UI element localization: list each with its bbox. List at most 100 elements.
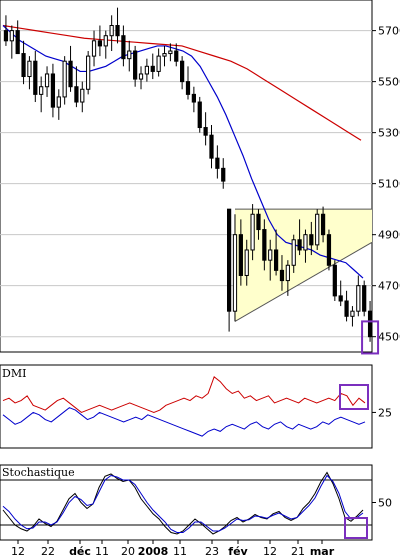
candle-body xyxy=(291,239,296,266)
candle-body xyxy=(209,134,214,159)
candle-body xyxy=(168,50,173,55)
stochastic-highlight-box xyxy=(344,517,368,539)
price-tick-label: 5100 xyxy=(378,178,400,191)
candle-body xyxy=(115,25,120,37)
candle-body xyxy=(27,60,32,78)
candle-body xyxy=(226,208,232,312)
candle-body xyxy=(268,249,273,261)
price-tick-label: 5700 xyxy=(378,25,400,38)
candle-body xyxy=(285,264,290,282)
price-tick-label: 4700 xyxy=(378,280,400,293)
x-tick-label: déc xyxy=(69,545,91,558)
candle-body xyxy=(150,65,155,72)
candle-body xyxy=(338,295,343,302)
candle-body xyxy=(162,53,167,57)
x-tick-label: 12 xyxy=(263,545,277,558)
candle-body xyxy=(9,30,14,42)
candle-body xyxy=(367,310,373,338)
candle-body xyxy=(203,127,208,136)
candle-body xyxy=(33,60,38,95)
stochastic-d-line xyxy=(2,474,364,533)
candle-body xyxy=(356,285,361,312)
candle-body xyxy=(3,30,9,42)
candle-body xyxy=(39,86,44,95)
price-plot-area xyxy=(0,0,373,353)
x-tick-label: 12 xyxy=(11,545,25,558)
x-tick-label: 23 xyxy=(205,545,219,558)
price-tick-label: 5300 xyxy=(378,127,400,140)
candle-body xyxy=(144,65,150,75)
candle-body xyxy=(80,88,85,103)
candle-body xyxy=(303,234,308,251)
candle-body xyxy=(232,234,238,312)
x-tick-label: fév xyxy=(228,545,248,558)
candle-body xyxy=(279,269,285,282)
candle-body xyxy=(238,234,243,276)
candle-body xyxy=(15,30,20,55)
candle-body xyxy=(74,86,79,103)
price-highlight-box xyxy=(361,320,380,355)
stochastic-panel-title: Stochastique xyxy=(2,466,75,479)
x-tick-label: mar xyxy=(310,545,335,558)
candle-body xyxy=(320,213,326,236)
dmi-minus-line xyxy=(2,407,366,437)
x-tick-label: 2008 xyxy=(138,545,169,558)
dmi-plus-line xyxy=(2,376,366,413)
candle-body xyxy=(127,50,132,60)
candle-body xyxy=(56,96,61,108)
candle-body xyxy=(86,55,91,90)
x-tick-label: 21 xyxy=(291,545,305,558)
candle-body xyxy=(103,35,108,47)
candle-body xyxy=(256,213,261,231)
candle-body xyxy=(50,73,56,108)
candle-body xyxy=(362,285,367,312)
candle-body xyxy=(244,249,249,276)
candle-body xyxy=(121,35,126,60)
dmi-panel: 25 DMI xyxy=(0,364,392,449)
candle-body xyxy=(344,300,349,317)
price-panel: 5700 5500 5300 5100 4900 4700 4500 xyxy=(0,0,400,355)
x-tick-label: 11 xyxy=(95,545,109,558)
dmi-plot-area xyxy=(0,364,373,449)
candle-body xyxy=(68,60,73,88)
price-tick-label: 4900 xyxy=(378,229,400,242)
candle-body xyxy=(62,60,67,98)
dmi-panel-title: DMI xyxy=(2,367,26,380)
price-tick-label: 5500 xyxy=(378,76,400,89)
candle-body xyxy=(326,234,332,266)
candle-body xyxy=(350,310,355,317)
candle-body xyxy=(273,249,279,271)
candle-body xyxy=(309,234,314,246)
candle-body xyxy=(21,53,26,78)
price-tick-label: 4500 xyxy=(378,331,400,344)
candle-body xyxy=(44,73,50,88)
candle-body xyxy=(91,40,97,57)
x-tick-label: 22 xyxy=(41,545,55,558)
candle-body xyxy=(297,239,302,251)
candle-body xyxy=(197,101,202,129)
candle-body xyxy=(156,55,161,72)
candle-body xyxy=(97,40,103,47)
candle-body xyxy=(174,50,179,62)
sma-slow-line xyxy=(2,24,362,141)
candle-body xyxy=(315,213,320,246)
x-axis: 12 22 déc 11 20 2008 11 23 fév 12 21 mar xyxy=(11,540,335,558)
candle-body xyxy=(250,213,255,251)
x-tick-label: 20 xyxy=(121,545,135,558)
candle-body xyxy=(221,167,226,182)
candle-body xyxy=(185,81,191,95)
candle-body xyxy=(332,264,337,297)
triangle-pattern-fill xyxy=(234,209,372,322)
candle-body xyxy=(133,50,138,80)
dmi-highlight-box xyxy=(339,384,369,410)
candle-body xyxy=(191,93,196,103)
candle-body xyxy=(262,229,267,261)
candle-body xyxy=(138,73,144,80)
dmi-tick-label: 25 xyxy=(378,406,392,419)
triangle-lower-edge xyxy=(234,241,373,322)
candle-body xyxy=(109,25,114,37)
stochastic-panel: 50 Stochastique xyxy=(0,464,392,541)
x-tick-label: 11 xyxy=(173,545,187,558)
stochastic-tick-label: 50 xyxy=(378,497,392,510)
